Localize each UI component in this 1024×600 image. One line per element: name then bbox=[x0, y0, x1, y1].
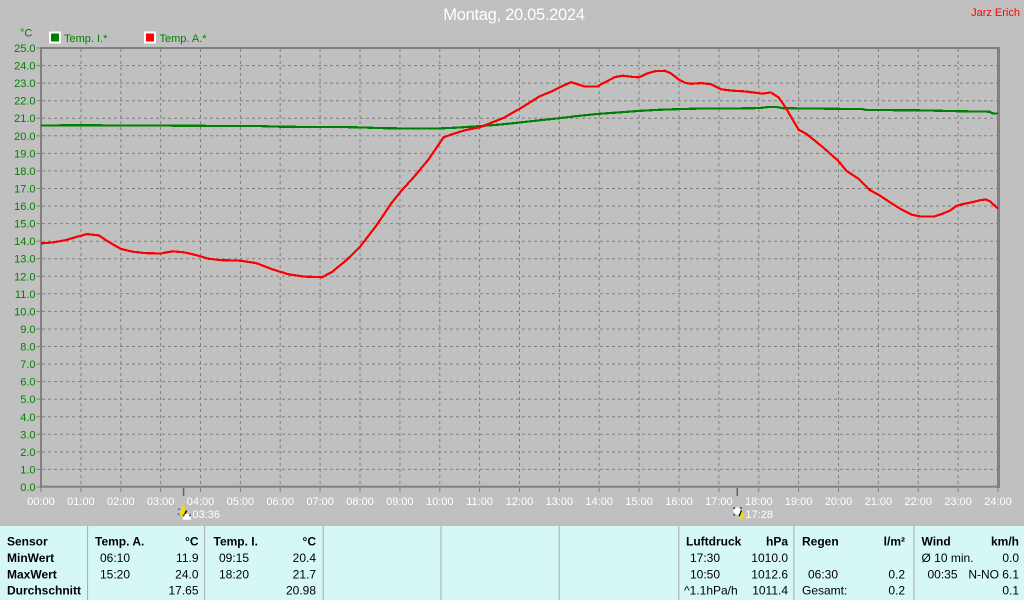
svg-text:00:00: 00:00 bbox=[27, 496, 55, 508]
svg-text:Gesamt:: Gesamt: bbox=[802, 584, 847, 598]
svg-text:Temp. I.: Temp. I. bbox=[214, 535, 258, 549]
svg-text:1011.4: 1011.4 bbox=[752, 584, 788, 598]
svg-text:21.0: 21.0 bbox=[14, 113, 35, 125]
svg-text:19:00: 19:00 bbox=[785, 496, 813, 508]
svg-text:Sensor: Sensor bbox=[7, 535, 48, 549]
svg-text:17.65: 17.65 bbox=[168, 584, 198, 598]
svg-text:4.0: 4.0 bbox=[20, 412, 35, 424]
svg-text:1012.6: 1012.6 bbox=[751, 567, 788, 581]
svg-text:2.0: 2.0 bbox=[20, 447, 35, 459]
svg-text:1010.0: 1010.0 bbox=[751, 551, 788, 565]
svg-text:0.2: 0.2 bbox=[888, 567, 905, 581]
svg-text:Durchschnitt: Durchschnitt bbox=[7, 584, 81, 598]
svg-text:15:00: 15:00 bbox=[625, 496, 653, 508]
svg-text:Temp. A.: Temp. A. bbox=[95, 535, 144, 549]
svg-text:24.0: 24.0 bbox=[14, 61, 35, 73]
svg-text:°C: °C bbox=[185, 535, 199, 549]
svg-text:11.0: 11.0 bbox=[15, 289, 36, 301]
svg-text:hPa: hPa bbox=[766, 535, 788, 549]
svg-text:12.0: 12.0 bbox=[14, 271, 35, 283]
svg-text:06:10: 06:10 bbox=[100, 551, 130, 565]
svg-text:Jarz Erich: Jarz Erich bbox=[971, 7, 1020, 19]
svg-text:MinWert: MinWert bbox=[7, 551, 54, 565]
svg-text:09:00: 09:00 bbox=[386, 496, 414, 508]
svg-text:17:00: 17:00 bbox=[705, 496, 733, 508]
svg-text:N-NO 6.1: N-NO 6.1 bbox=[968, 567, 1019, 581]
svg-text:07:00: 07:00 bbox=[306, 496, 334, 508]
svg-text:13.0: 13.0 bbox=[14, 254, 35, 266]
svg-text:22:00: 22:00 bbox=[904, 496, 932, 508]
svg-text:21:00: 21:00 bbox=[865, 496, 893, 508]
svg-text:06:00: 06:00 bbox=[266, 496, 294, 508]
svg-text:11.9: 11.9 bbox=[176, 551, 199, 565]
svg-text:17:30: 17:30 bbox=[690, 551, 720, 565]
svg-text:Temp. I.*: Temp. I.* bbox=[64, 33, 108, 45]
svg-text:0.1: 0.1 bbox=[1002, 584, 1019, 598]
svg-text:Temp. A.*: Temp. A.* bbox=[160, 33, 208, 45]
svg-text:20.98: 20.98 bbox=[286, 584, 316, 598]
svg-text:14:00: 14:00 bbox=[585, 496, 613, 508]
svg-text:18.0: 18.0 bbox=[14, 166, 35, 178]
svg-text:24.0: 24.0 bbox=[175, 567, 199, 581]
svg-text:09:15: 09:15 bbox=[219, 551, 249, 565]
svg-text:0.0: 0.0 bbox=[20, 482, 35, 494]
svg-text:20:00: 20:00 bbox=[825, 496, 853, 508]
svg-text:21.7: 21.7 bbox=[293, 567, 317, 581]
svg-text:°C: °C bbox=[303, 535, 317, 549]
svg-text:03:36: 03:36 bbox=[193, 509, 221, 521]
svg-text:Wind: Wind bbox=[922, 535, 951, 549]
svg-text:01:00: 01:00 bbox=[67, 496, 95, 508]
svg-text:06:30: 06:30 bbox=[808, 567, 838, 581]
svg-text:°C: °C bbox=[20, 28, 32, 40]
svg-text:23:00: 23:00 bbox=[944, 496, 972, 508]
svg-text:16:00: 16:00 bbox=[665, 496, 693, 508]
svg-text:12:00: 12:00 bbox=[506, 496, 534, 508]
svg-text:Ø 10 min.: Ø 10 min. bbox=[922, 551, 974, 565]
svg-text:14.0: 14.0 bbox=[14, 236, 35, 248]
svg-text:05:00: 05:00 bbox=[227, 496, 255, 508]
svg-text:23.0: 23.0 bbox=[14, 78, 35, 90]
svg-text:08:00: 08:00 bbox=[346, 496, 374, 508]
svg-text:Montag, 20.05.2024: Montag, 20.05.2024 bbox=[443, 6, 585, 24]
svg-text:10.0: 10.0 bbox=[14, 306, 35, 318]
svg-text:6.0: 6.0 bbox=[20, 377, 35, 389]
svg-text:Luftdruck: Luftdruck bbox=[686, 535, 742, 549]
svg-text:15:20: 15:20 bbox=[100, 567, 130, 581]
svg-text:Regen: Regen bbox=[802, 535, 839, 549]
svg-text:02:00: 02:00 bbox=[107, 496, 135, 508]
svg-text:0.2: 0.2 bbox=[888, 584, 905, 598]
svg-text:22.0: 22.0 bbox=[14, 96, 35, 108]
svg-text:20.0: 20.0 bbox=[14, 131, 35, 143]
svg-text:16.0: 16.0 bbox=[14, 201, 35, 213]
svg-text:25.0: 25.0 bbox=[14, 43, 35, 55]
svg-text:3.0: 3.0 bbox=[20, 429, 35, 441]
svg-text:10:50: 10:50 bbox=[690, 567, 720, 581]
svg-text:8.0: 8.0 bbox=[20, 342, 35, 354]
svg-text:11:00: 11:00 bbox=[466, 496, 493, 508]
svg-text:km/h: km/h bbox=[991, 535, 1019, 549]
svg-text:15.0: 15.0 bbox=[14, 219, 35, 231]
svg-text:5.0: 5.0 bbox=[20, 394, 35, 406]
svg-text:13:00: 13:00 bbox=[546, 496, 574, 508]
svg-text:19.0: 19.0 bbox=[14, 148, 35, 160]
svg-text:MaxWert: MaxWert bbox=[7, 567, 57, 581]
svg-text:03:00: 03:00 bbox=[147, 496, 175, 508]
svg-text:0.0: 0.0 bbox=[1002, 551, 1019, 565]
svg-text:18:00: 18:00 bbox=[745, 496, 773, 508]
svg-text:18:20: 18:20 bbox=[219, 567, 249, 581]
svg-text:^1.1hPa/h: ^1.1hPa/h bbox=[684, 584, 738, 598]
svg-text:00:35: 00:35 bbox=[928, 567, 958, 581]
svg-text:9.0: 9.0 bbox=[20, 324, 35, 336]
svg-text:17.0: 17.0 bbox=[14, 184, 35, 196]
svg-text:l/m²: l/m² bbox=[884, 535, 905, 549]
svg-text:20.4: 20.4 bbox=[293, 551, 317, 565]
svg-text:04:00: 04:00 bbox=[187, 496, 215, 508]
svg-text:7.0: 7.0 bbox=[20, 359, 35, 371]
svg-text:1.0: 1.0 bbox=[20, 464, 35, 476]
svg-text:10:00: 10:00 bbox=[426, 496, 454, 508]
svg-text:17:28: 17:28 bbox=[746, 509, 774, 521]
svg-text:24:00: 24:00 bbox=[984, 496, 1012, 508]
